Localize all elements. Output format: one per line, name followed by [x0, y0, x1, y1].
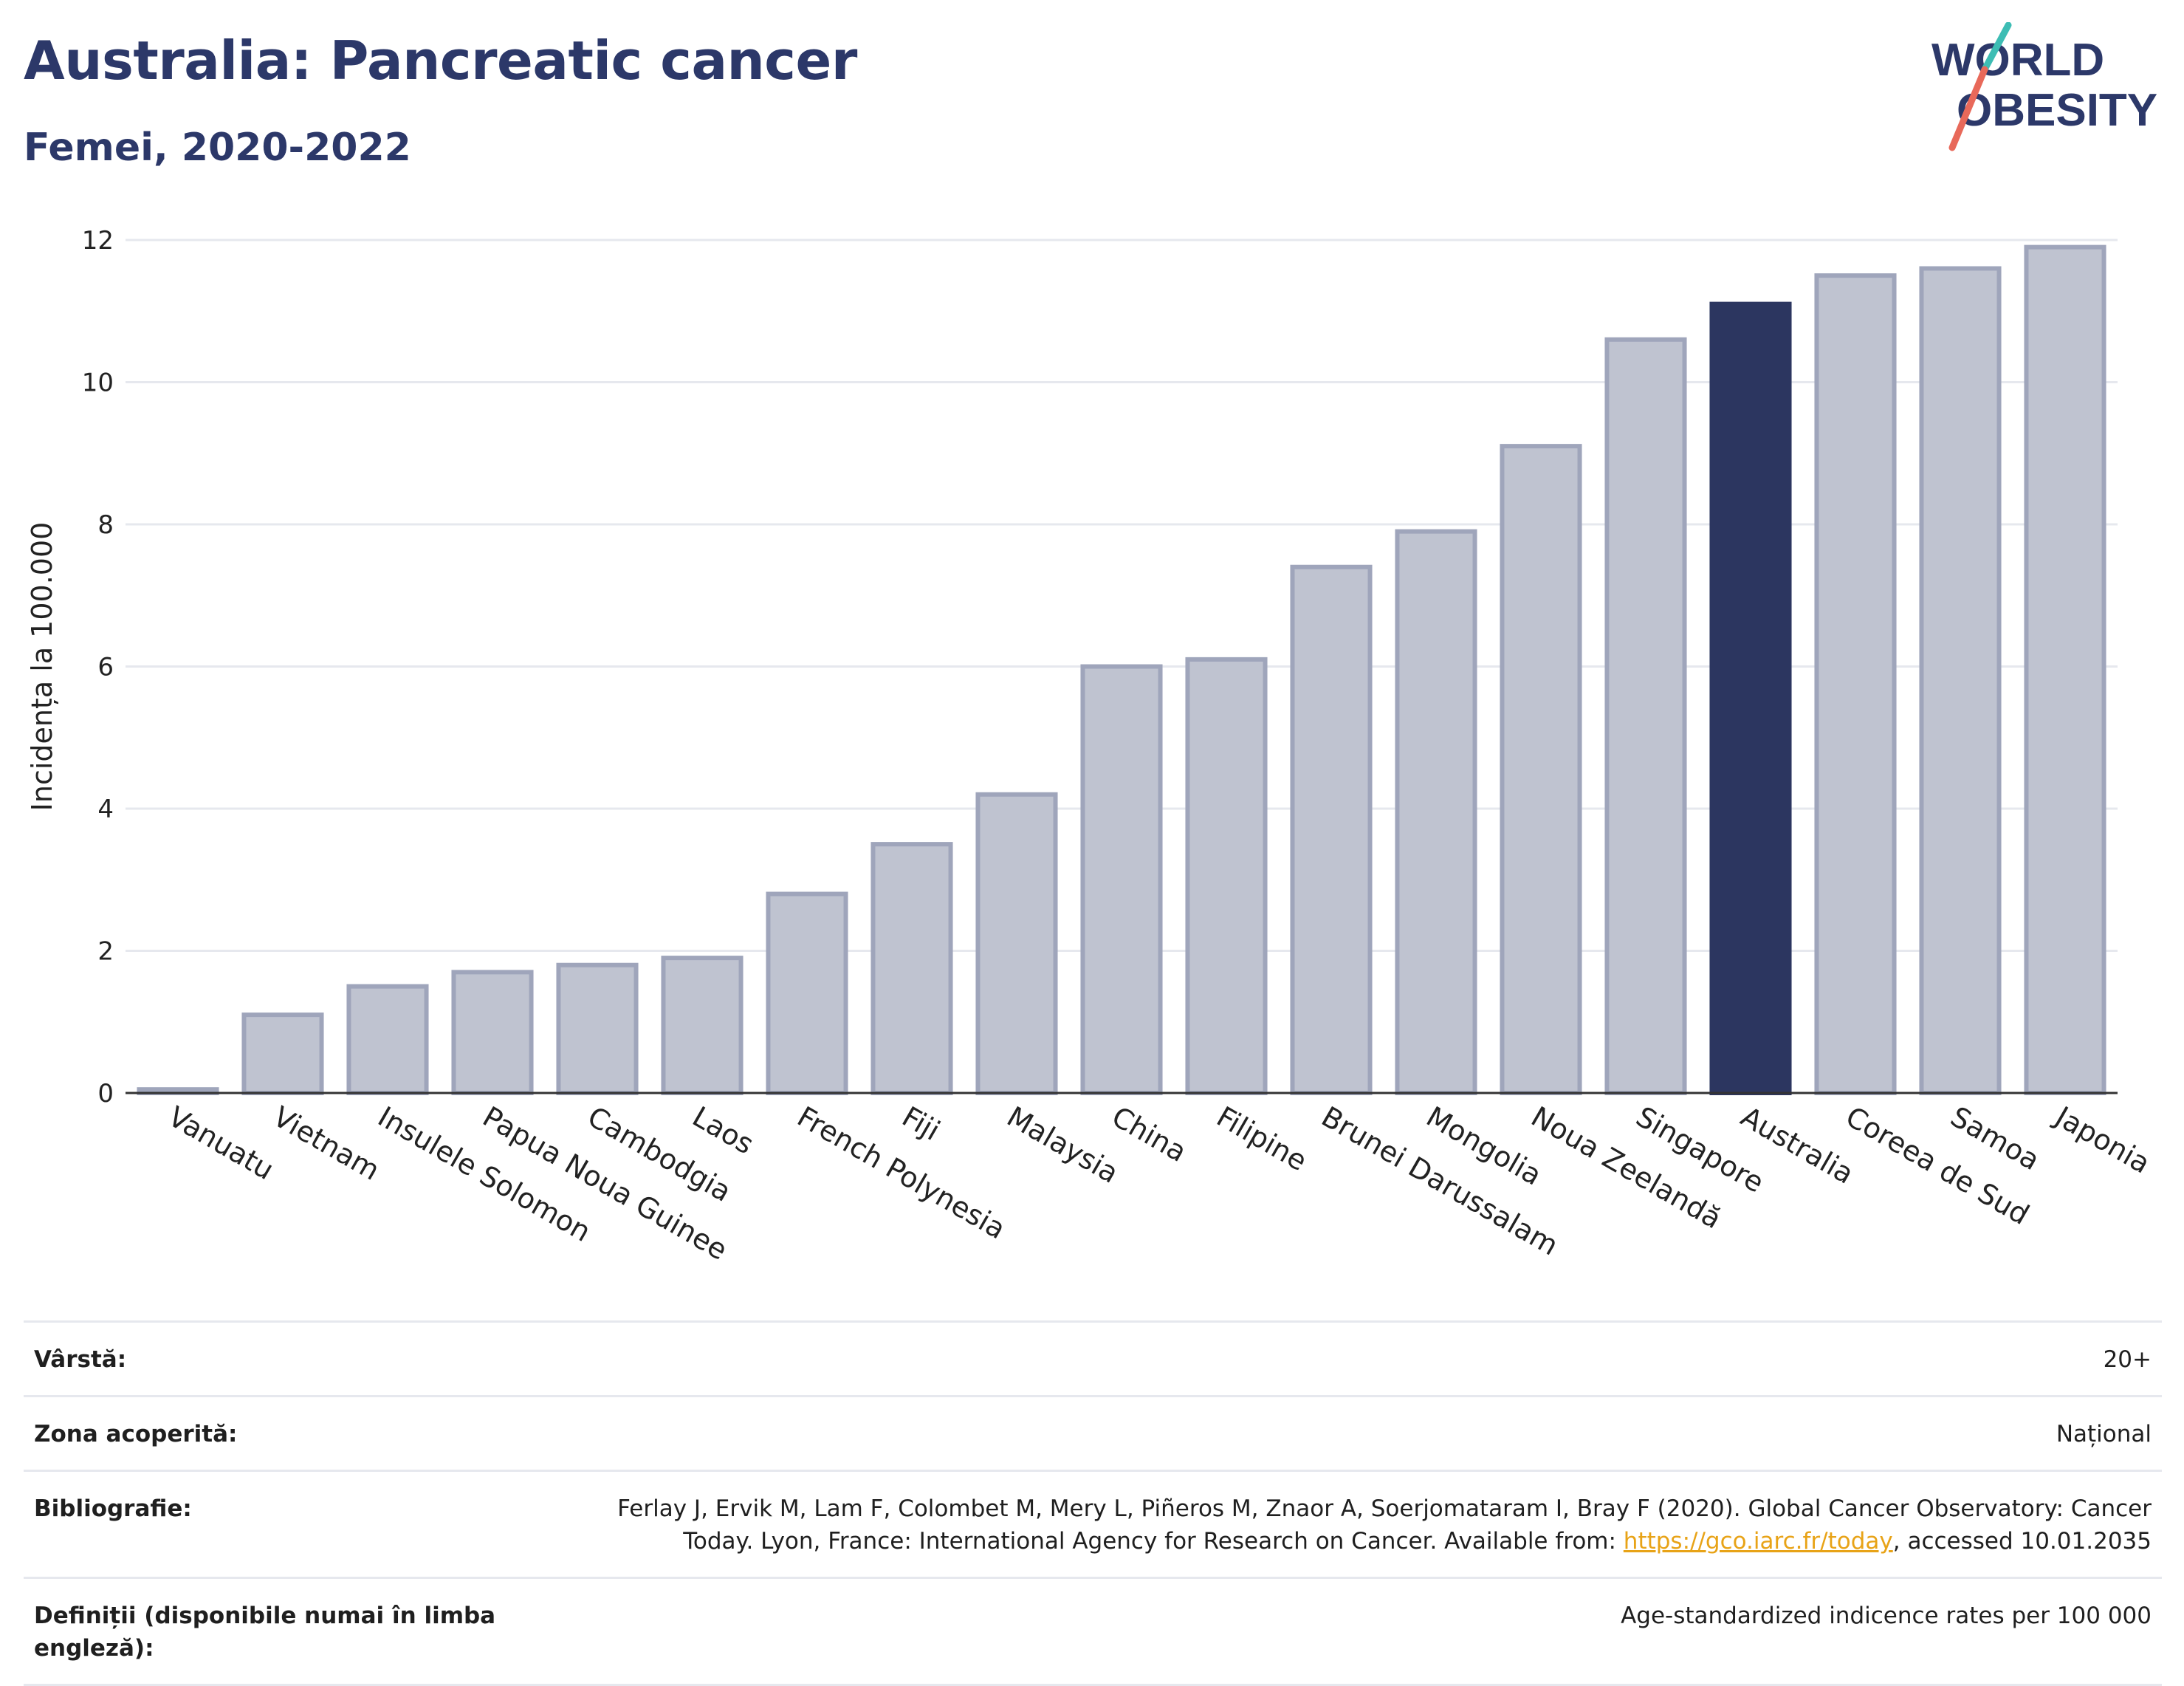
bibliography-text-1: Ferlay J, Ervik M, Lam F, Colombet M, Me… — [617, 1495, 2152, 1522]
bar-papua-noua-guinee — [451, 970, 534, 1095]
definitions-value: Age-standardized indicence rates per 100… — [1621, 1603, 2152, 1629]
bar-mongolia — [1395, 529, 1477, 1095]
bar-chart: 0 2 4 6 8 10 12 Incidența la 100.000 VanuatuViet… — [26, 226, 2156, 1267]
x-tick-label: Fiji — [897, 1100, 946, 1147]
meta-row-definitions: Definiții (disponibile numai în limba en… — [24, 1577, 2162, 1686]
y-tick-label: 6 — [97, 653, 114, 682]
x-tick-label: Coreea de Sud — [1841, 1100, 2035, 1231]
x-tick-label: Vanuatu — [163, 1100, 280, 1186]
bar-china — [1080, 664, 1163, 1095]
bibliography-accessed: , accessed 10.01.2035 — [1892, 1528, 2152, 1555]
x-tick-label: Malaysia — [1002, 1100, 1124, 1190]
bar-fiji — [870, 842, 953, 1095]
y-tick-label: 8 — [97, 510, 114, 540]
meta-row-bibliography: Bibliografie: Ferlay J, Ervik M, Lam F, … — [24, 1470, 2162, 1577]
bar-malaysia — [975, 792, 1058, 1095]
bar-vietnam — [241, 1012, 324, 1095]
x-tick-label: Japonia — [2049, 1100, 2156, 1180]
coverage-value: Național — [2056, 1421, 2152, 1447]
bar-french-polynesia — [766, 891, 848, 1095]
age-value: 20+ — [2103, 1346, 2152, 1373]
x-tick-label: Vietnam — [268, 1100, 385, 1187]
definitions-label: Definiții (disponibile numai în limba en… — [34, 1603, 496, 1662]
logo-slash-coral — [1948, 66, 1988, 151]
x-tick-label: Filipine — [1212, 1100, 1313, 1178]
age-label: Vârstă: — [34, 1346, 127, 1373]
bar-insulele-solomon — [346, 984, 429, 1095]
logo-word-obesity: OBESITY — [1957, 85, 2157, 136]
y-tick-label: 4 — [97, 795, 114, 824]
chart-title: Australia: Pancreatic cancer — [24, 30, 857, 92]
bar-samoa — [1919, 266, 2002, 1095]
bar-cambodgia — [556, 962, 639, 1095]
chart-subtitle: Femei, 2020-2022 — [24, 126, 411, 170]
y-tick-label: 12 — [82, 226, 114, 256]
bibliography-text-2: Today. Lyon, France: International Agenc… — [683, 1528, 1624, 1555]
bar-japonia — [2024, 244, 2106, 1095]
bar-brunei-darussalam — [1290, 564, 1373, 1095]
meta-row-age: Vârstă: 20+ — [24, 1320, 2162, 1395]
bibliography-value: Ferlay J, Ervik M, Lam F, Colombet M, Me… — [506, 1493, 2152, 1558]
world-obesity-logo: WORLD OBESITY — [1931, 22, 2157, 151]
y-tick-label: 2 — [97, 937, 114, 967]
bar-singapore — [1604, 337, 1687, 1095]
x-tick-label: Laos — [687, 1100, 760, 1161]
bar-laos — [661, 956, 744, 1095]
logo-slash-teal — [1981, 22, 2012, 73]
y-axis-label: Incidența la 100.000 — [26, 522, 58, 812]
y-tick-label: 10 — [82, 369, 114, 398]
meta-row-coverage: Zona acoperită: Național — [24, 1395, 2162, 1470]
logo-word-world: WORLD — [1931, 35, 2104, 86]
bar-filipine — [1185, 657, 1268, 1095]
x-tick-label: Noua Zeelandă — [1526, 1100, 1727, 1236]
bibliography-link[interactable]: https://gco.iarc.fr/today — [1623, 1528, 1893, 1555]
bibliography-label: Bibliografie: — [34, 1495, 192, 1522]
coverage-label: Zona acoperită: — [34, 1421, 238, 1447]
bar-noua-zeelandă — [1500, 444, 1582, 1095]
bar-coreea-de-sud — [1814, 273, 1897, 1095]
metadata-table: Vârstă: 20+ Zona acoperită: Național Bib… — [24, 1320, 2162, 1686]
y-tick-label: 0 — [97, 1079, 114, 1108]
bar-australia — [1709, 301, 1792, 1095]
